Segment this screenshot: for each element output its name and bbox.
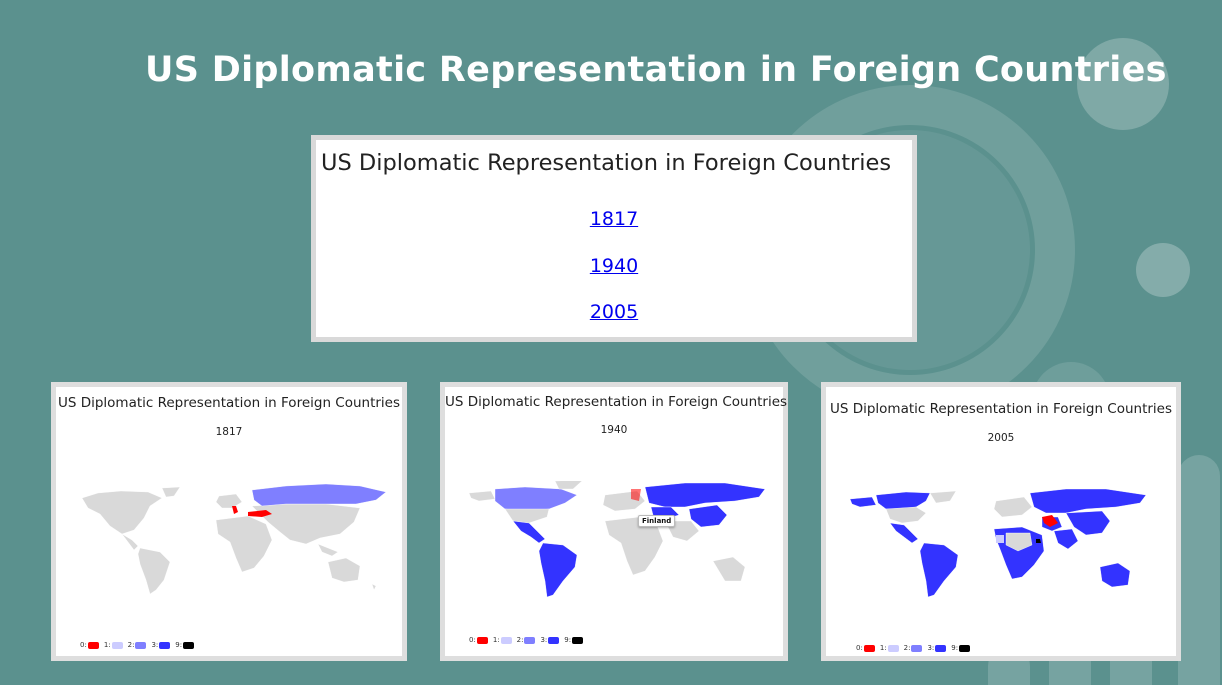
legend-swatch xyxy=(183,641,195,649)
link-1940[interactable]: 1940 xyxy=(589,255,639,277)
link-1817[interactable]: 1817 xyxy=(589,208,639,230)
legend-swatch xyxy=(524,636,536,644)
map-year: 2005 xyxy=(987,432,1015,444)
decorative-bar xyxy=(1178,455,1220,685)
map-year: 1940 xyxy=(600,424,628,436)
legend-item: 2: xyxy=(128,641,147,649)
link-2005[interactable]: 2005 xyxy=(589,301,639,323)
legend-swatch xyxy=(863,644,875,652)
rep-level-3-region xyxy=(1053,528,1079,550)
rep-level-2-region xyxy=(494,486,578,512)
legend-item: 0: xyxy=(469,636,488,644)
legend-item: 2: xyxy=(904,644,923,652)
legend-swatch xyxy=(911,644,923,652)
world-map-2005[interactable] xyxy=(846,487,1158,605)
rep-level-3-region xyxy=(644,482,766,508)
rep-level-9-region xyxy=(1036,539,1041,543)
legend-swatch xyxy=(87,641,99,649)
map-title: US Diplomatic Representation in Foreign … xyxy=(829,401,1173,417)
rep-level-3-region xyxy=(889,522,919,544)
legend-item: 3: xyxy=(927,644,947,652)
rep-level-1-region xyxy=(996,535,1004,543)
legend-item: 1: xyxy=(880,644,899,652)
legend-item: 0: xyxy=(856,644,875,652)
rep-level-3-region xyxy=(1029,488,1147,514)
rep-level-3-region xyxy=(512,520,546,544)
map-title: US Diplomatic Representation in Foreign … xyxy=(445,394,788,410)
legend-item: 0: xyxy=(80,641,99,649)
map-card-2005: US Diplomatic Representation in Foreign … xyxy=(821,382,1181,661)
world-map-1817[interactable] xyxy=(76,482,390,597)
rep-level-3-region xyxy=(849,496,877,508)
rep-level-2-region xyxy=(251,483,387,507)
map-legend: 0: 1: 2: 3: 9: xyxy=(856,644,975,652)
world-map-1940[interactable] xyxy=(465,481,773,606)
map-title: US Diplomatic Representation in Foreign … xyxy=(57,395,401,411)
map-card-1817: US Diplomatic Representation in Foreign … xyxy=(51,382,407,661)
rep-level-0-region xyxy=(232,506,238,514)
rep-level-3-region xyxy=(1065,510,1111,536)
legend-swatch xyxy=(887,644,899,652)
legend-item: 2: xyxy=(517,636,536,644)
legend-swatch xyxy=(111,641,123,649)
legend-item: 9: xyxy=(951,644,971,652)
map-year: 1817 xyxy=(215,426,243,438)
legend-swatch xyxy=(500,636,512,644)
legend-swatch xyxy=(476,636,488,644)
legend-swatch xyxy=(935,644,947,652)
rep-level-3-region xyxy=(875,491,931,510)
page-title: US Diplomatic Representation in Foreign … xyxy=(145,50,1167,90)
rep-level-3-region xyxy=(688,504,728,528)
no-data-countries xyxy=(81,486,377,595)
rep-level-0-region xyxy=(631,489,641,501)
legend-item: 3: xyxy=(151,641,171,649)
legend-swatch xyxy=(548,636,560,644)
legend-item: 3: xyxy=(540,636,560,644)
map-card-1940: US Diplomatic Representation in Foreign … xyxy=(440,382,788,661)
map-legend: 0: 1: 2: 3: 9: xyxy=(469,636,588,644)
rep-level-0-region xyxy=(1042,515,1058,527)
nav-card-title: US Diplomatic Representation in Foreign … xyxy=(321,150,892,176)
legend-item: 1: xyxy=(493,636,512,644)
year-navigation-card: US Diplomatic Representation in Foreign … xyxy=(311,135,917,342)
rep-level-3-region xyxy=(919,542,959,598)
legend-swatch xyxy=(159,641,171,649)
legend-item: 1: xyxy=(104,641,123,649)
legend-swatch xyxy=(135,641,147,649)
decorative-circle-small xyxy=(1136,243,1190,297)
country-tooltip: Finland xyxy=(638,515,676,527)
rep-level-3-region xyxy=(538,542,578,598)
legend-item: 9: xyxy=(175,641,195,649)
rep-level-0-region xyxy=(248,510,272,517)
legend-item: 9: xyxy=(564,636,584,644)
map-legend: 0: 1: 2: 3: 9: xyxy=(80,641,199,649)
legend-swatch xyxy=(959,644,971,652)
legend-swatch xyxy=(572,636,584,644)
rep-level-3-region xyxy=(1099,562,1131,588)
